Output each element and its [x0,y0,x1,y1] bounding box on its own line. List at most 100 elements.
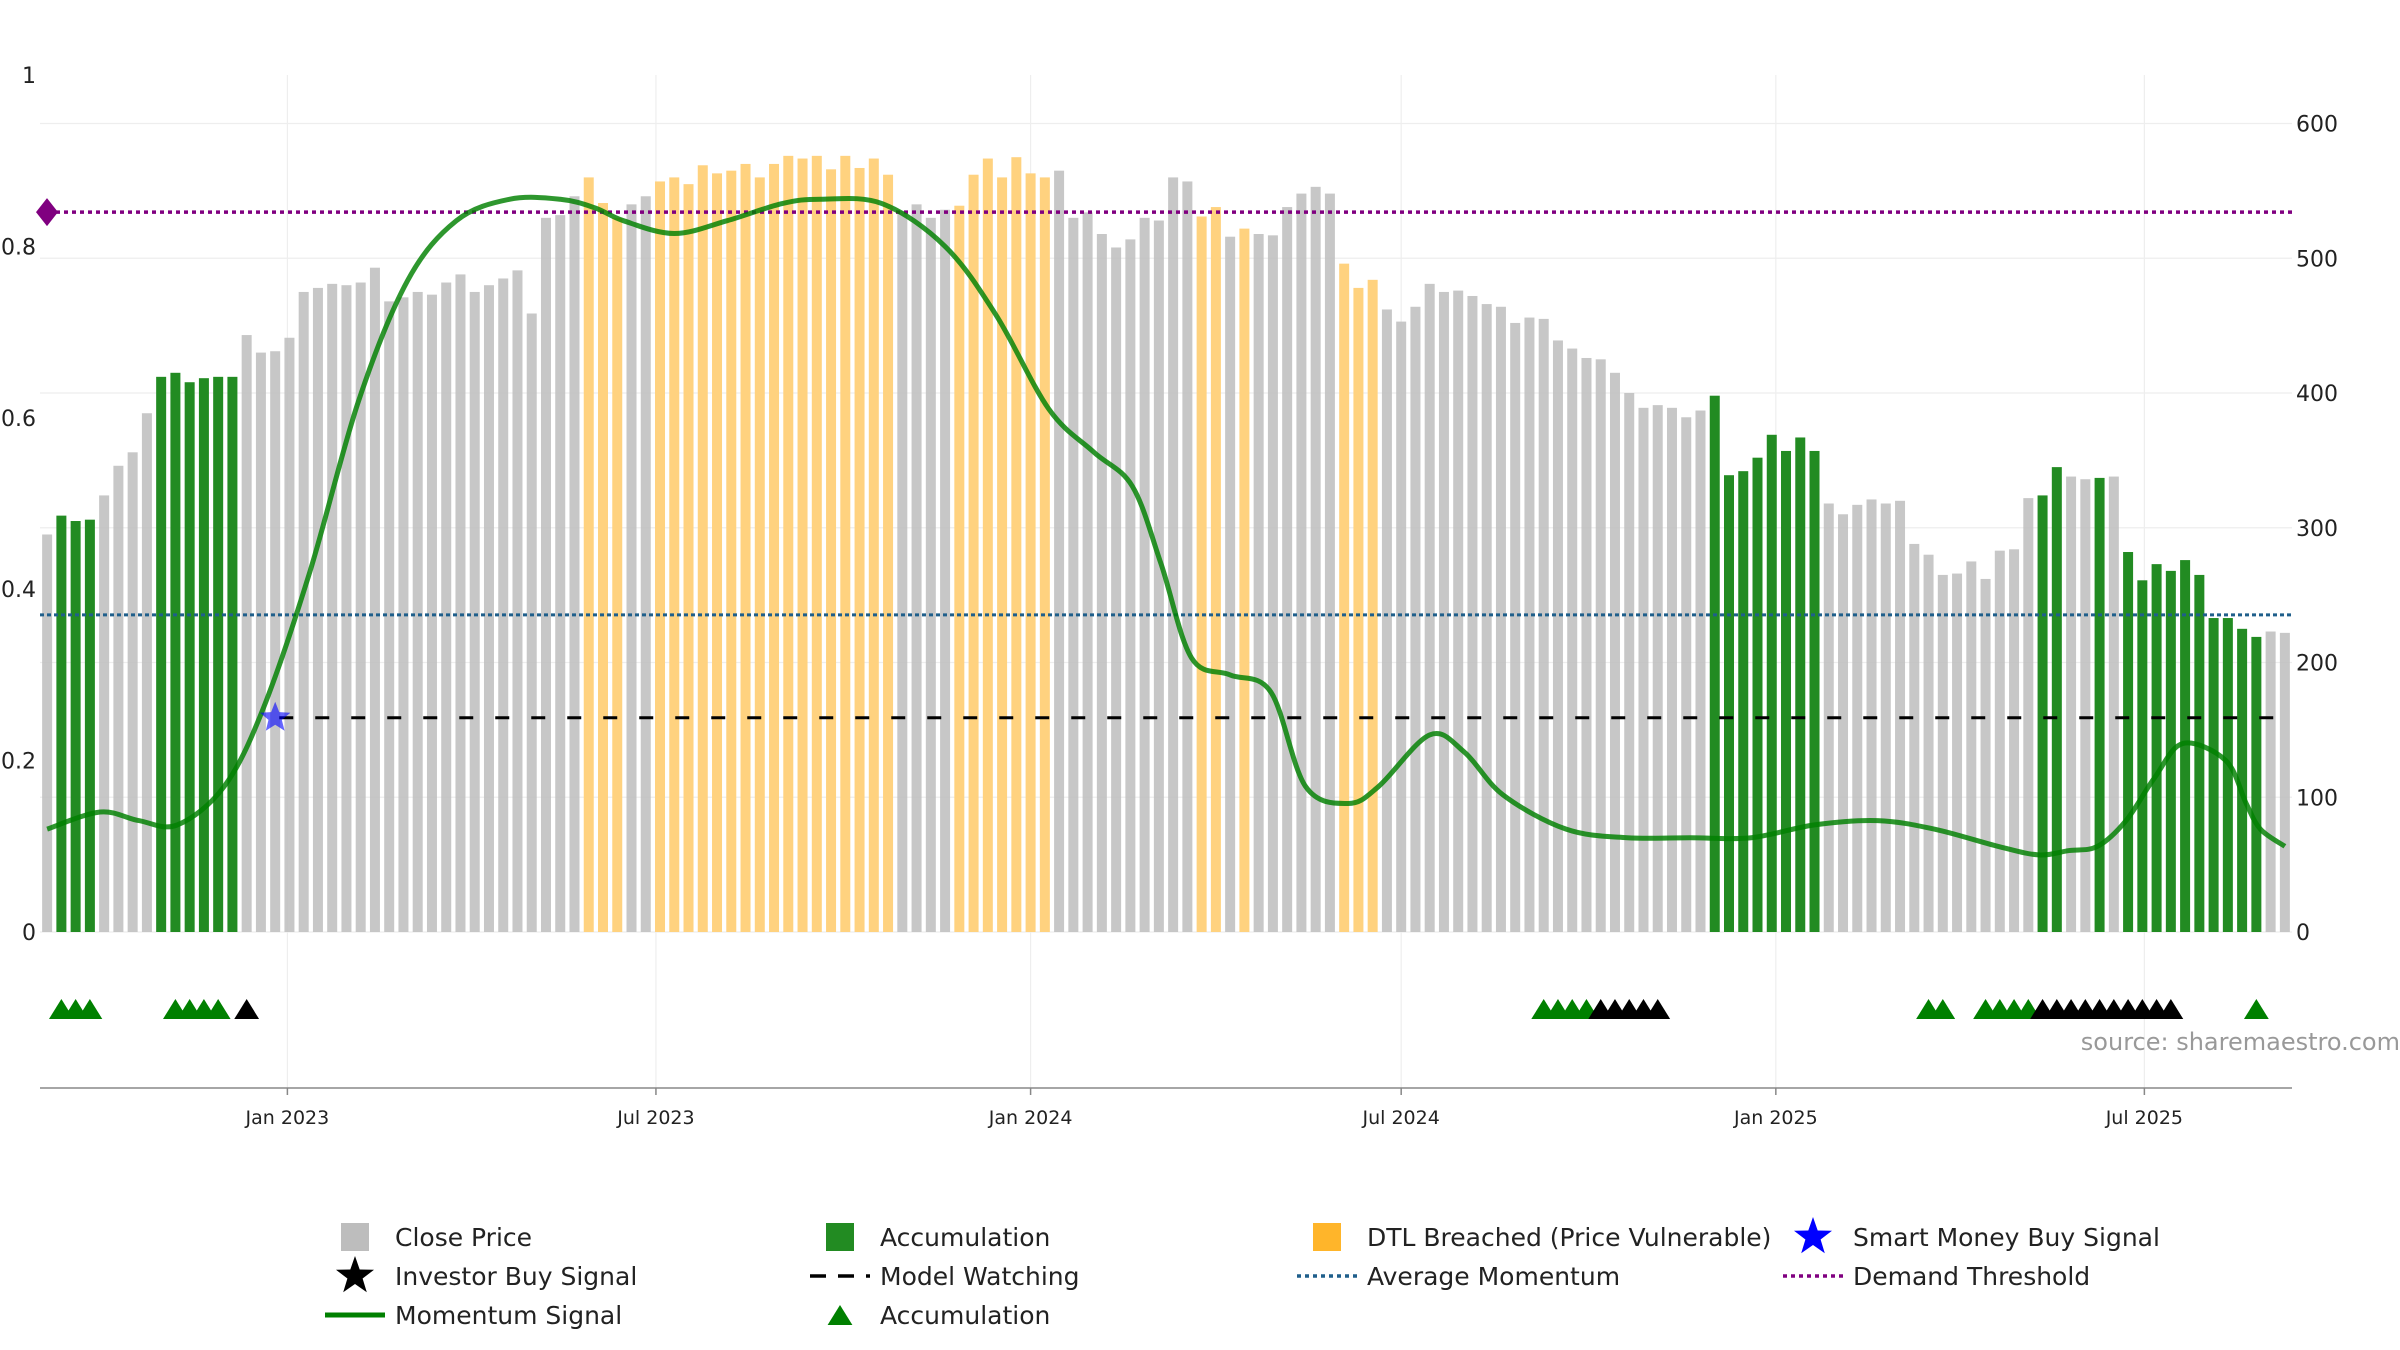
dtl-breached-bar [1353,287,1364,932]
close-price-bar [1638,407,1649,932]
y-left-tick-label: 0.8 [1,235,36,260]
dtl-breached-bar [982,158,993,933]
close-price-bar [1096,234,1107,932]
close-price-bar [1852,504,1863,932]
close-price-bar [2023,498,2034,932]
x-tick-label: Jul 2025 [2105,1107,2183,1129]
close-price-bar [1595,359,1606,932]
signal-markers [48,701,2269,1019]
accumulation-bar [1781,450,1792,932]
close-price-bar [1253,234,1264,932]
close-price-bar [255,352,266,932]
accumulation-bar [170,372,181,932]
dtl-breached-bar [1025,173,1036,933]
dtl-breached-bar [1367,279,1378,932]
legend-label: Model Watching [880,1262,1080,1291]
accumulation-bar [2222,618,2233,932]
close-price-bar [1966,561,1977,932]
close-price-bar [1396,321,1407,933]
close-price-bar [1866,499,1877,932]
close-price-bar [1310,186,1321,933]
close-price-bar [1838,514,1849,932]
accumulation-bar [2094,477,2105,932]
close-price-bar [1282,207,1293,932]
x-tick-label: Jul 2023 [616,1107,694,1129]
accumulation-bar [1709,395,1720,932]
close-price-bar [1381,309,1392,932]
close-price-bar [1296,193,1307,932]
close-price-bar [42,534,53,932]
close-price-bar [1111,247,1122,933]
legend-item-investor-buy: Investor Buy Signal [336,1256,637,1293]
accumulation-bar [2208,618,2219,932]
close-price-bar [441,282,452,932]
close-price-bar [940,209,951,933]
legend-swatch [341,1223,369,1251]
close-price-bar [1225,236,1236,932]
close-price-bar [341,285,352,933]
close-price-bar [412,291,423,933]
dtl-breached-bar [1011,157,1022,932]
legend-star-icon [1794,1217,1832,1254]
close-price-bar [897,211,908,932]
close-price-bar [1880,503,1891,932]
y-right-tick-label: 0 [2296,921,2310,946]
close-price-bar [2066,476,2077,932]
y-right-tick-label: 600 [2296,113,2338,138]
legend-item-smart-money: Smart Money Buy Signal [1794,1217,2160,1254]
legend-item-close-price: Close Price [341,1223,532,1252]
close-price-bar [327,283,338,932]
accumulation-marker [205,999,231,1019]
accumulation-marker [2243,999,2269,1019]
accumulation-bar [56,515,67,932]
close-price-bar [526,313,537,932]
close-price-bar [455,274,466,932]
close-price-bar [1624,393,1635,932]
dtl-breached-bar [840,155,851,932]
legend-item-model-watching: Model Watching [810,1262,1080,1291]
legend-swatch [1313,1223,1341,1251]
x-tick-label: Jan 2023 [245,1107,330,1129]
accumulation-bar [1724,475,1734,932]
accumulation-bar [1766,434,1777,932]
close-price-bar [1267,235,1278,932]
momentum-signal [46,194,2287,858]
price-bars [42,155,2290,933]
legend-label: Smart Money Buy Signal [1853,1223,2160,1252]
legend-label: Close Price [395,1223,532,1252]
close-price-bar [498,278,509,933]
dtl-breached-bar [598,203,608,933]
dtl-breached-bar [968,174,979,932]
close-price-bar [512,270,523,932]
close-price-bar [1909,543,1920,932]
legend-label: Momentum Signal [395,1301,622,1330]
dtl-breached-bar [883,174,894,932]
close-price-bar [1695,410,1706,933]
dtl-breached-bar [583,177,594,932]
accumulation-bar [1738,471,1749,932]
dtl-breached-bar [712,173,723,933]
dtl-breached-bar [797,158,808,933]
dtl-breached-bar [740,163,751,932]
y-left-tick-label: 0.6 [1,407,36,432]
dtl-breached-bar [754,177,765,932]
y-right-tick-label: 100 [2296,786,2338,811]
accumulation-marker [77,999,103,1019]
legend-item-momentum: Momentum Signal [325,1301,622,1330]
accumulation-bar [2051,467,2062,932]
x-tick-label: Jan 2025 [1733,1107,1818,1129]
close-price-bar [1952,573,1963,932]
dtl-breached-bar [1196,216,1207,933]
dtl-breached-bar [811,155,822,932]
close-price-bar [1182,181,1193,932]
accumulation-bar [227,376,238,932]
dtl-breached-bar [683,184,694,932]
investor-buy-marker [234,999,260,1019]
close-price-bar [1994,550,2005,932]
close-price-bar [2009,549,2020,932]
legend-label: Accumulation [880,1301,1050,1330]
close-price-bar [911,204,922,932]
close-price-bar [241,335,252,932]
y-right-tick-label: 400 [2296,382,2338,407]
accumulation-bar [84,519,95,932]
